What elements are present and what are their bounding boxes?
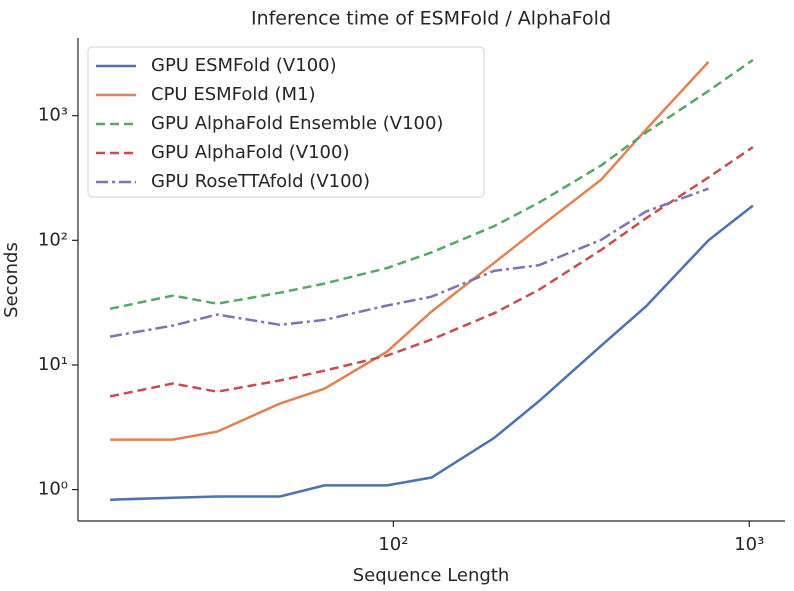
x-tick-label: 10² bbox=[378, 534, 408, 555]
legend-label: GPU AlphaFold (V100) bbox=[151, 142, 349, 163]
series-line bbox=[110, 204, 754, 501]
legend-label: GPU RoseTTAfold (V100) bbox=[151, 171, 370, 192]
chart-title: Inference time of ESMFold / AlphaFold bbox=[251, 8, 611, 30]
y-tick-label: 10¹ bbox=[38, 354, 68, 375]
legend-label: GPU AlphaFold Ensemble (V100) bbox=[151, 113, 443, 134]
legend-box bbox=[87, 46, 485, 198]
y-tick-label: 10⁰ bbox=[38, 479, 68, 500]
legend: GPU ESMFold (V100) CPU ESMFold (M1) GPU Al… bbox=[87, 46, 485, 198]
y-axis-label: Seconds bbox=[1, 242, 22, 318]
y-tick-label: 10² bbox=[38, 229, 68, 250]
y-tick-label: 10³ bbox=[38, 105, 68, 126]
series-line bbox=[109, 146, 754, 398]
series-line bbox=[109, 58, 754, 311]
legend-label: GPU ESMFold (V100) bbox=[151, 55, 337, 76]
series-line bbox=[109, 187, 709, 338]
x-tick-label: 10³ bbox=[734, 534, 764, 555]
x-axis-label: Sequence Length bbox=[353, 565, 510, 586]
series-line bbox=[110, 61, 710, 441]
legend-label: CPU ESMFold (M1) bbox=[151, 84, 316, 105]
